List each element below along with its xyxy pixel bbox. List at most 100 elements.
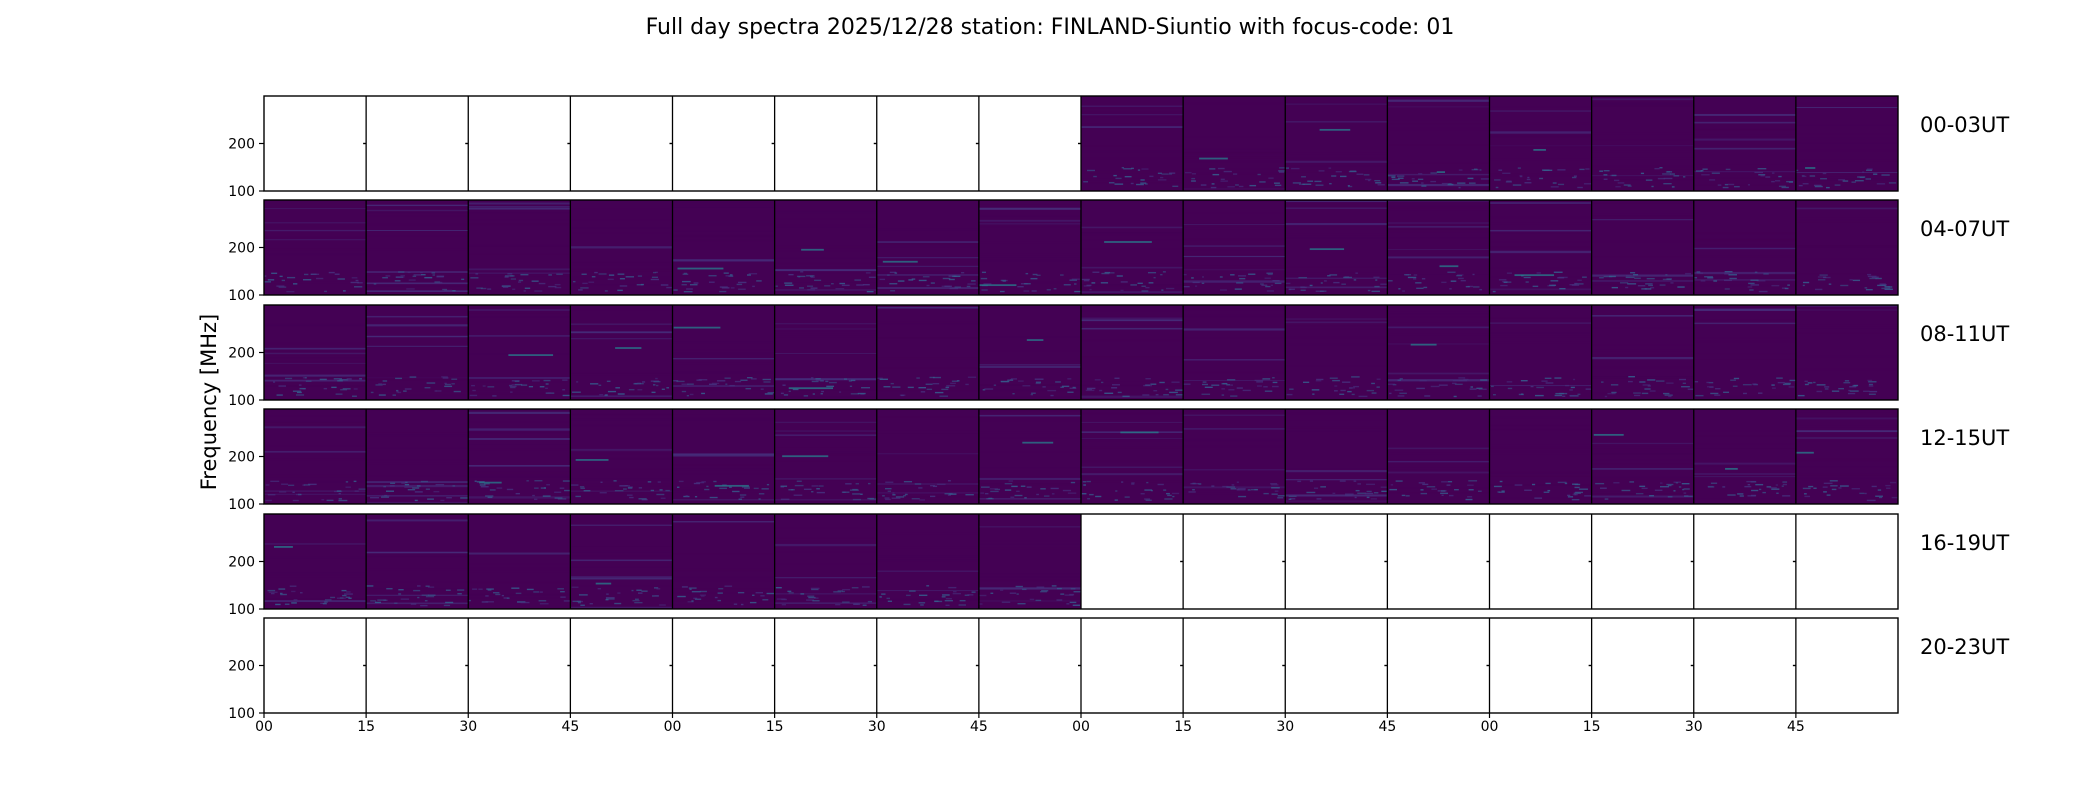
- spectrum-noise: [526, 480, 529, 482]
- spectrum-noise: [738, 281, 747, 284]
- spectrum-noise: [452, 485, 456, 487]
- spectrum-stripe: [1183, 227, 1286, 230]
- spectrum-stripe: [1183, 328, 1286, 331]
- spectrum-noise: [1351, 376, 1360, 378]
- spectrum-noise: [1222, 485, 1229, 488]
- spectrum-noise: [1111, 387, 1118, 389]
- spectrum-stripe: [672, 453, 775, 456]
- spectrum-noise: [1086, 388, 1093, 391]
- spectrum-noise: [396, 391, 399, 393]
- spectrum-stripe: [672, 230, 775, 232]
- spectrum-stripe: [774, 434, 877, 436]
- row-content: [264, 200, 1898, 295]
- spectrum-noise: [480, 287, 487, 290]
- spectrum-noise: [507, 273, 513, 275]
- spectrum-noise: [396, 276, 405, 278]
- spectrum-noise: [350, 281, 359, 284]
- spectrum-noise: [1061, 385, 1070, 388]
- spectrum-stripe: [1183, 371, 1286, 374]
- spectrum-stripe: [468, 570, 571, 573]
- spectrum-noise: [340, 389, 348, 391]
- spectrum-noise: [1884, 288, 1893, 290]
- spectrum-noise: [520, 601, 530, 604]
- spectrum-stripe: [672, 499, 775, 501]
- spectrum-noise: [971, 591, 976, 593]
- spectrum-noise: [599, 394, 604, 396]
- spectrum-noise: [547, 392, 552, 394]
- spectrum-stripe: [468, 253, 571, 255]
- spectrum-noise: [1201, 383, 1209, 386]
- spectrum-noise: [1018, 380, 1024, 382]
- spectrum-noise: [1069, 387, 1077, 389]
- spectrum-noise: [446, 497, 452, 499]
- spectrum-noise: [1771, 180, 1775, 183]
- spectrum-panel: [1387, 200, 1490, 295]
- spectrum-noise: [370, 496, 379, 499]
- spectrum-stripe: [1693, 138, 1796, 141]
- spectrum-stripe: [570, 585, 673, 587]
- spectrum-stripe: [468, 438, 571, 440]
- spectrum-noise: [1202, 381, 1207, 383]
- spectrum-noise: [478, 588, 483, 590]
- spectrum-stripe: [672, 468, 775, 471]
- spectrum-noise: [1744, 485, 1752, 488]
- spectrum-noise: [1286, 393, 1293, 396]
- spectrum-noise: [416, 485, 421, 487]
- spectrum-noise: [1452, 379, 1459, 382]
- spectrum-stripe: [468, 244, 571, 247]
- spectrum-stripe: [1591, 468, 1694, 470]
- spectrum-noise: [1121, 481, 1124, 483]
- spectrum-stripe: [366, 285, 469, 287]
- spectrum-noise: [634, 601, 643, 604]
- spectrum-noise: [980, 277, 988, 280]
- spectrum-stripe: [1081, 473, 1184, 476]
- spectrum-noise: [628, 486, 633, 488]
- spectrum-noise: [1201, 276, 1205, 278]
- spectrum-stripe: [1795, 142, 1898, 144]
- spectrum-noise: [341, 589, 347, 592]
- spectrum-noise: [1331, 175, 1337, 177]
- spectrum-stripe: [1591, 179, 1694, 181]
- spectrum-stripe: [774, 437, 877, 440]
- x-tick-label: 30: [1685, 719, 1703, 735]
- spectrum-noise: [1401, 494, 1406, 497]
- spectrum-noise: [781, 603, 786, 606]
- spectrum-noise: [762, 599, 769, 601]
- x-tick-label: 45: [970, 719, 988, 735]
- spectrum-stripe: [1693, 397, 1796, 400]
- spectrum-noise: [810, 287, 818, 289]
- spectrum-stripe: [1387, 205, 1490, 208]
- spectrum-noise: [436, 276, 444, 278]
- spectrum-noise: [1209, 168, 1216, 170]
- spectrum-noise: [986, 498, 994, 500]
- spectrum-noise: [614, 602, 622, 605]
- spectrum-noise: [1004, 489, 1012, 491]
- spectrum-stripe: [1489, 472, 1592, 474]
- spectrum-noise: [302, 377, 307, 379]
- spectrum-stripe: [978, 526, 1081, 528]
- spectrum-noise: [352, 395, 357, 397]
- spectrum-noise: [1164, 498, 1173, 500]
- spectrum-noise: [386, 587, 393, 590]
- spectrum-stripe: [1081, 340, 1184, 342]
- spectrum-noise: [676, 380, 685, 383]
- spectrum-noise: [918, 602, 926, 604]
- spectrum-stripe: [1081, 325, 1184, 328]
- spectrum-stripe: [1591, 240, 1694, 243]
- spectrum-noise: [708, 275, 717, 277]
- spectrum-noise: [1635, 492, 1644, 495]
- spectrum-noise: [725, 275, 731, 277]
- spectrum-stripe: [468, 390, 571, 393]
- spectrum-noise: [922, 276, 930, 278]
- spectrum-noise: [1863, 390, 1870, 393]
- spectrum-stripe: [1285, 470, 1388, 473]
- spectrum-stripe: [264, 248, 367, 251]
- spectrum-stripe: [1795, 437, 1898, 439]
- spectrum-noise: [1344, 493, 1354, 495]
- spectrum-noise: [1342, 381, 1351, 383]
- spectrum-noise: [1226, 379, 1236, 381]
- spectrum-noise: [1424, 395, 1431, 397]
- spectrum-stripe: [366, 502, 469, 504]
- spectrum-noise: [947, 480, 951, 482]
